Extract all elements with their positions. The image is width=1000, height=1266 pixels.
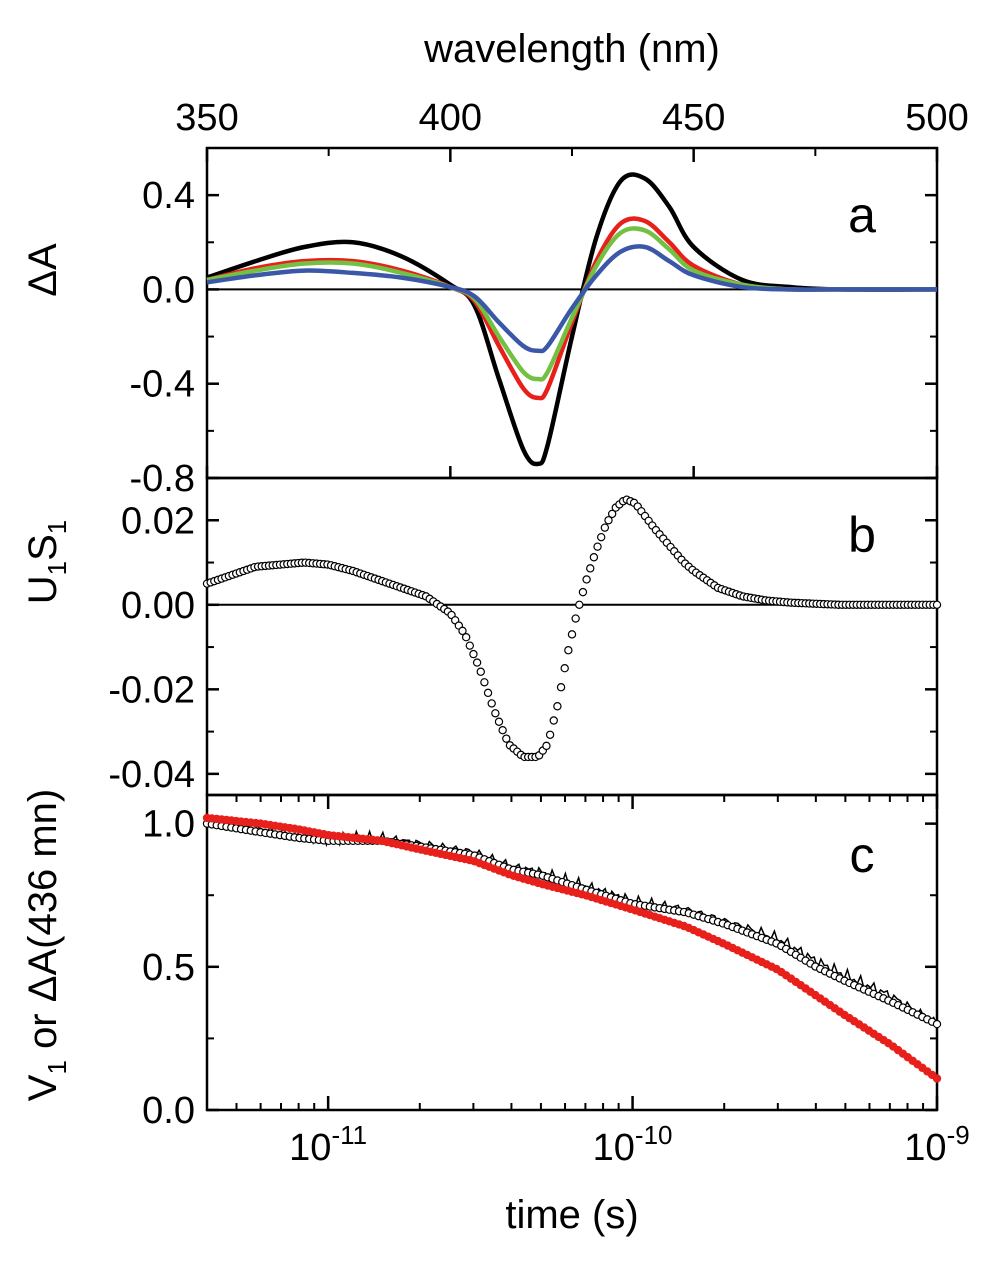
series-line-c-0	[206, 819, 938, 1026]
ylabel-b: U1S1	[21, 520, 72, 605]
bottom-axis-title: time (s)	[505, 1193, 638, 1237]
panel-letter-b: b	[848, 507, 876, 563]
panel-frame-c	[205, 793, 939, 1112]
scatter-point-b	[564, 646, 573, 655]
scatter-point-b	[461, 633, 471, 642]
ylabel-a: ΔA	[21, 243, 65, 297]
scatter-point-b	[542, 741, 551, 751]
scatter-point-b	[498, 725, 507, 735]
panel-letter-a: a	[848, 187, 876, 243]
y-tick-label-b: 0.02	[121, 500, 195, 542]
y-tick-label-c: 0.0	[142, 1090, 195, 1132]
ylabel-c-main: V	[21, 1074, 65, 1101]
top-x-tick-label: 400	[419, 97, 482, 139]
scatter-point-b	[472, 658, 482, 667]
scatter-point-b	[582, 575, 591, 584]
scatter-point-b	[494, 717, 504, 726]
y-tick-label-b: 0.00	[121, 585, 195, 627]
scatter-point-b	[575, 600, 584, 610]
scatter-point-b	[589, 553, 599, 562]
scatter-point-c-1	[932, 1019, 942, 1029]
scatter-point-b	[483, 688, 493, 698]
scatter-point-b	[465, 641, 474, 650]
y-tick-label-c: 0.5	[142, 947, 195, 989]
scatter-point-c-2	[932, 1074, 942, 1083]
scatter-point-b	[593, 542, 602, 551]
scatter-point-b	[469, 649, 478, 659]
y-tick-label-b: -0.04	[108, 754, 195, 796]
scatter-point-b	[586, 564, 595, 573]
ylabel-c-rest: or ΔA(436 mn)	[21, 789, 65, 1060]
top-x-tick-label: 450	[662, 97, 725, 139]
y-tick-label-b: -0.02	[108, 669, 195, 711]
scatter-point-b	[480, 678, 489, 687]
top-x-tick-label: 350	[175, 97, 238, 139]
scatter-point-b	[556, 683, 566, 692]
y-tick-label-a: -0.8	[130, 458, 195, 500]
x-tick-label-c: 10-11	[289, 1120, 367, 1169]
scatter-point-b	[578, 587, 588, 597]
ylabel-b-sub1: 1	[42, 561, 72, 575]
top-axis-title: wavelength (nm)	[423, 27, 720, 71]
ylabel-b-mid: S	[21, 534, 65, 561]
scatter-point-b	[604, 516, 613, 525]
x-tick-label-c: 10-9	[904, 1120, 969, 1169]
ylabel-b-sub2: 1	[42, 520, 72, 534]
x-tick-label-c: 10-10	[593, 1120, 673, 1169]
scatter-point-b	[600, 523, 610, 532]
scatter-point-b	[553, 702, 562, 711]
scatter-point-b	[549, 716, 558, 725]
scatter-point-b	[607, 509, 617, 519]
panel-c: 1.0 0.5 0.0 10-11 10-10 10-9	[142, 795, 970, 1169]
scatter-point-b	[491, 709, 500, 718]
top-x-tick-label: 500	[905, 97, 968, 139]
scatter-point-b	[458, 626, 467, 636]
ylabel-c: V1 or ΔA(436 mn)	[21, 789, 72, 1101]
panel-frames	[205, 146, 939, 1112]
y-tick-label-a: -0.4	[130, 364, 195, 406]
scatter-point-b	[476, 667, 485, 676]
panel-letter-c: c	[850, 827, 875, 883]
scatter-point-b	[560, 664, 569, 673]
scatter-point-b	[487, 699, 496, 708]
y-tick-label-a: 0.0	[142, 269, 195, 311]
y-tick-label-c: 1.0	[142, 804, 195, 846]
scatter-point-b	[502, 734, 511, 743]
series-line-a-3	[206, 244, 937, 354]
top-x-tick-labels: 350 400 450 500	[175, 97, 968, 139]
scatter-point-b	[597, 532, 606, 542]
scatter-point-b	[932, 600, 942, 610]
series-line-a-0	[206, 172, 938, 467]
panel-a: 0.4 0.0 -0.4 -0.8	[130, 172, 939, 500]
series-line-a-2	[206, 226, 937, 382]
y-tick-label-a: 0.4	[142, 175, 195, 217]
scatter-point-b	[567, 630, 577, 639]
panel-b: 0.02 0.00 -0.02 -0.04	[108, 495, 942, 796]
scatter-point-b	[545, 730, 555, 739]
scatter-point-b	[571, 614, 580, 623]
ylabel-c-sub: 1	[42, 1060, 72, 1074]
ylabel-b-main: U	[21, 575, 65, 604]
